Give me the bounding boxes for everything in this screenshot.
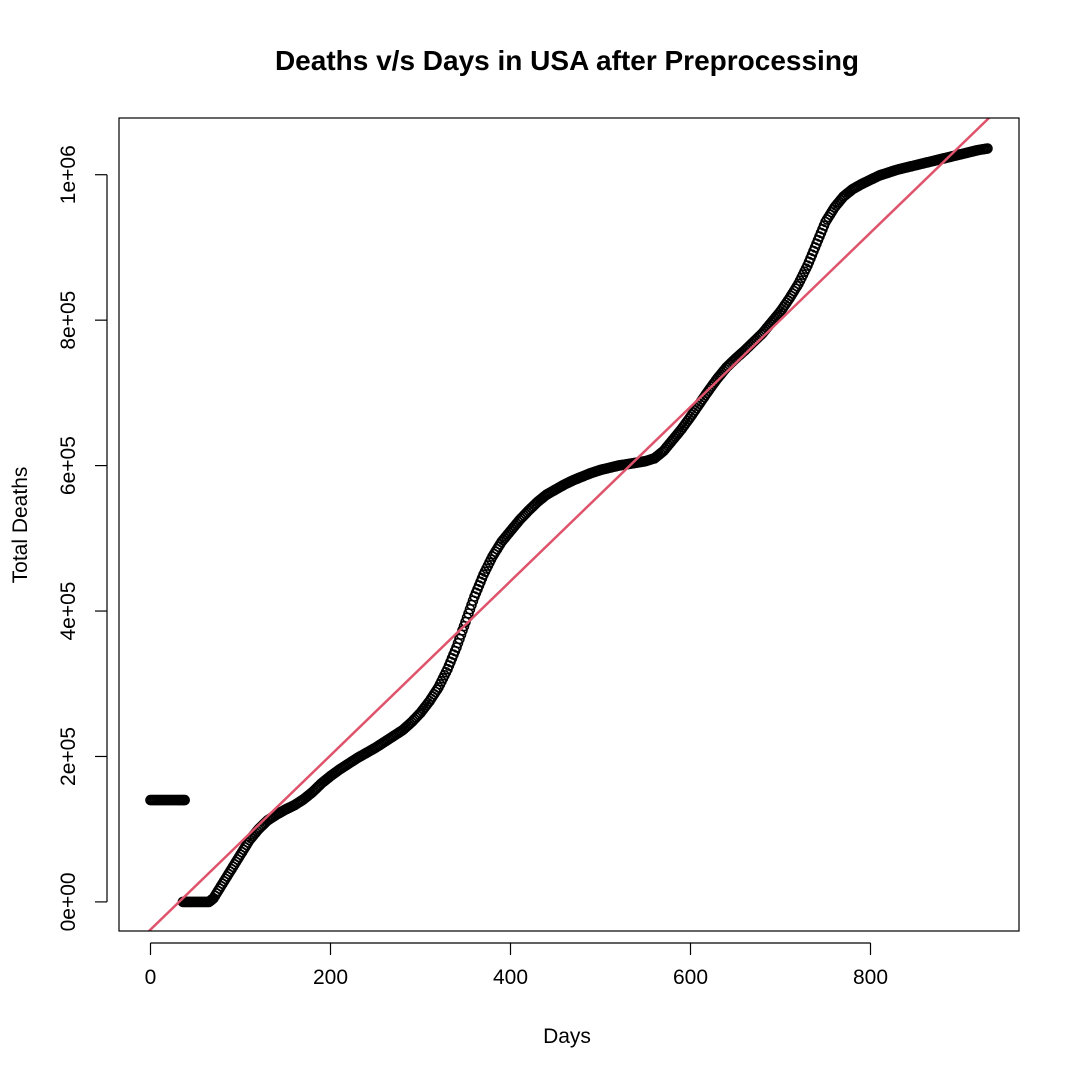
y-tick-label: 6e+05 — [57, 436, 80, 495]
data-point — [431, 684, 443, 695]
x-tick-label: 0 — [145, 966, 157, 989]
data-point — [791, 280, 803, 292]
chart-title: Deaths v/s Days in USA after Preprocessi… — [275, 45, 859, 76]
y-tick-label: 1e+06 — [57, 145, 80, 204]
y-tick-label: 8e+05 — [57, 291, 80, 350]
x-axis-label: Days — [543, 1025, 591, 1048]
y-tick-label: 0e+00 — [57, 872, 80, 931]
y-tick-label: 4e+05 — [57, 582, 80, 641]
data-point — [179, 794, 190, 806]
y-tick-label: 2e+05 — [57, 727, 80, 786]
data-points — [145, 143, 993, 908]
x-axis: 0 200 400 600 800 — [145, 942, 888, 989]
data-point — [982, 143, 993, 154]
x-tick-label: 400 — [493, 966, 528, 989]
plot-frame — [118, 117, 1020, 932]
x-tick-label: 600 — [673, 966, 708, 989]
fit-line-layer — [147, 118, 991, 931]
regression-line — [147, 118, 991, 931]
x-tick-label: 800 — [853, 966, 888, 989]
y-axis: 0e+00 2e+05 4e+05 6e+05 8e+05 1e+06 — [57, 145, 108, 931]
y-axis-label: Total Deaths — [9, 467, 32, 584]
x-tick-label: 200 — [313, 966, 348, 989]
